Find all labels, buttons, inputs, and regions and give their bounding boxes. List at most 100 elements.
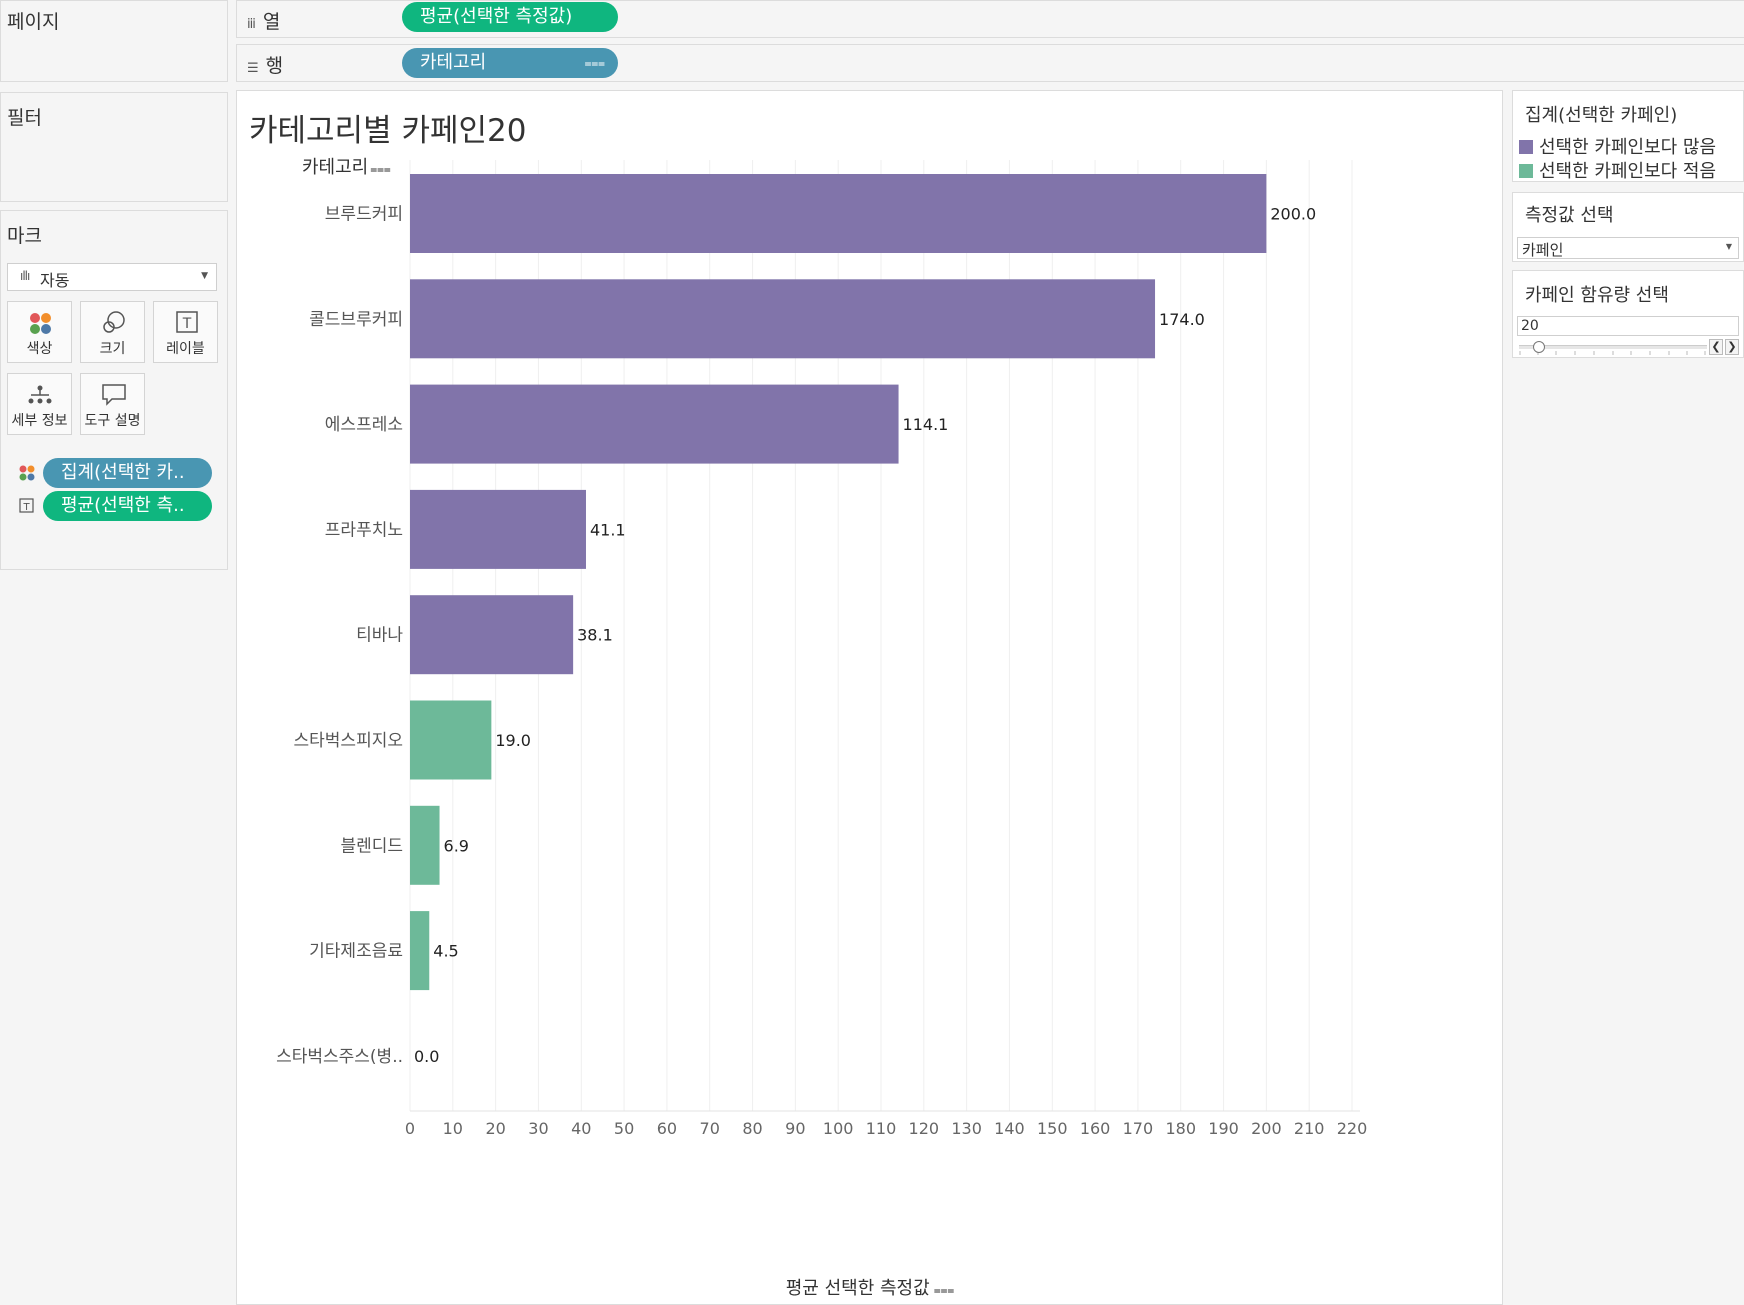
sort-icon[interactable]: ⩶ [584,56,605,70]
x-tick-label: 50 [614,1119,634,1138]
chart-sheet: 카테고리별 카페인20 카테고리 ⩶ 브루드커피 200.0 콜드브루커피 174.0 에… [236,90,1503,1305]
color-icon [30,313,51,334]
x-tick-label: 180 [1165,1119,1196,1138]
label-button[interactable]: T 레이블 [153,301,218,363]
x-tick-label: 100 [823,1119,854,1138]
x-axis-header[interactable]: 평균 선택한 측정값 ⩶ [237,1274,1502,1300]
color-legend: 집계(선택한 카페인) 선택한 카페인보다 많음 선택한 카페인보다 적음 [1512,90,1744,182]
marks-panel-title: 마크 [7,225,42,247]
x-tick-label: 190 [1208,1119,1239,1138]
value-label: 19.0 [495,731,531,750]
value-label: 38.1 [577,626,613,645]
bar[interactable] [410,174,1267,253]
rows-shelf-label: ☰ 행 [247,55,284,77]
bar[interactable] [410,911,430,991]
columns-shelf-label: iii 열 [247,11,281,33]
legend-swatch-less [1519,164,1533,178]
y-sort-icon[interactable]: ⩶ [370,162,391,176]
value-label: 174.0 [1159,310,1205,329]
legend-item-less[interactable]: 선택한 카페인보다 적음 [1519,157,1716,183]
bar-chart-icon: ıllı [20,269,30,283]
x-tick-label: 210 [1294,1119,1325,1138]
rows-icon: ☰ [247,61,259,76]
tooltip-button-label: 도구 설명 [84,413,141,429]
rows-shelf[interactable]: ☰ 행 카테고리 ⩶ [236,44,1744,82]
x-tick-label: 160 [1080,1119,1111,1138]
slider-decrement-button[interactable]: ❮ [1709,339,1723,355]
x-tick-label: 110 [866,1119,897,1138]
x-axis-title: 평균 선택한 측정값 [785,1278,930,1299]
label-button-label: 레이블 [166,341,205,357]
x-tick-label: 120 [909,1119,940,1138]
columns-shelf[interactable]: iii 열 평균(선택한 측정값) [236,0,1744,38]
bar[interactable] [410,700,492,780]
filters-panel[interactable]: 필터 [0,92,228,202]
pages-panel: 페이지 [0,0,228,82]
x-tick-label: 200 [1251,1119,1282,1138]
category-label[interactable]: 블렌디드 [340,836,403,856]
bar[interactable] [410,805,440,885]
category-label[interactable]: 에스프레소 [325,415,403,435]
y-axis-title: 카테고리 [302,157,369,178]
y-axis-header[interactable]: 카테고리 ⩶ [302,153,391,179]
mark-type-value: 자동 [40,271,70,290]
measure-param-title: 측정값 선택 [1525,205,1614,226]
tooltip-speech-icon [102,384,126,406]
x-tick-label: 150 [1037,1119,1068,1138]
mark-type-dropdown[interactable]: ıllı 자동 ▼ [7,263,217,291]
value-label: 4.5 [433,942,458,961]
color-encoding-icon [19,465,35,481]
x-tick-label: 90 [785,1119,805,1138]
label-encoding-pill[interactable]: 평균(선택한 측.. [43,491,212,521]
bar[interactable] [410,279,1156,359]
rows-pill-label: 카테고리 [420,52,487,73]
value-label: 0.0 [414,1047,439,1066]
x-tick-label: 170 [1123,1119,1154,1138]
legend-title: 집계(선택한 카페인) [1525,105,1678,126]
x-tick-label: 80 [742,1119,762,1138]
slider-increment-button[interactable]: ❯ [1725,339,1739,355]
value-label: 200.0 [1270,205,1316,224]
bar[interactable] [410,384,899,464]
marks-panel: 마크 ıllı 자동 ▼ 색상 크기 T 레이블 세부 정보 [0,210,228,570]
caffeine-slider-track[interactable] [1519,345,1707,349]
x-tick-label: 10 [443,1119,463,1138]
value-label: 114.1 [903,415,949,434]
category-label[interactable]: 스타벅스피지오 [294,731,403,751]
color-button-label: 색상 [26,341,53,357]
legend-item-more[interactable]: 선택한 카페인보다 많음 [1519,133,1716,159]
columns-pill[interactable]: 평균(선택한 측정값) [402,2,618,32]
category-label[interactable]: 프라푸치노 [325,520,403,540]
category-label[interactable]: 스타벅스주스(병.. [276,1047,403,1067]
x-sort-icon[interactable]: ⩶ [933,1283,955,1297]
category-label[interactable]: 콜드브루커피 [309,310,403,330]
caffeine-param-title: 카페인 함유량 선택 [1525,285,1669,306]
pages-panel-title: 페이지 [7,11,60,33]
size-button[interactable]: 크기 [80,301,145,363]
x-tick-label: 20 [485,1119,505,1138]
x-tick-label: 0 [405,1119,415,1138]
x-tick-label: 70 [700,1119,720,1138]
x-tick-label: 30 [528,1119,548,1138]
caffeine-slider-thumb[interactable] [1533,341,1545,353]
color-encoding-pill[interactable]: 집계(선택한 카.. [43,458,212,488]
category-label[interactable]: 티바나 [356,626,403,646]
color-button[interactable]: 색상 [7,301,72,363]
bar[interactable] [410,489,586,569]
x-tick-label: 140 [994,1119,1025,1138]
measure-param-value: 카페인 [1522,241,1564,259]
category-label[interactable]: 기타제조음료 [309,942,403,962]
detail-button[interactable]: 세부 정보 [7,373,72,435]
measure-param-dropdown[interactable]: 카페인 ▼ [1517,237,1739,259]
bar[interactable] [410,595,574,675]
label-encoding-icon: T [19,498,34,513]
category-label[interactable]: 브루드커피 [325,205,403,225]
rows-pill[interactable]: 카테고리 ⩶ [402,48,618,78]
x-tick-label: 130 [951,1119,982,1138]
tooltip-button[interactable]: 도구 설명 [80,373,145,435]
svg-text:T: T [22,502,30,513]
caffeine-param-input[interactable] [1517,316,1739,336]
chart-title: 카테고리별 카페인20 [249,113,527,149]
size-button-label: 크기 [99,341,126,357]
